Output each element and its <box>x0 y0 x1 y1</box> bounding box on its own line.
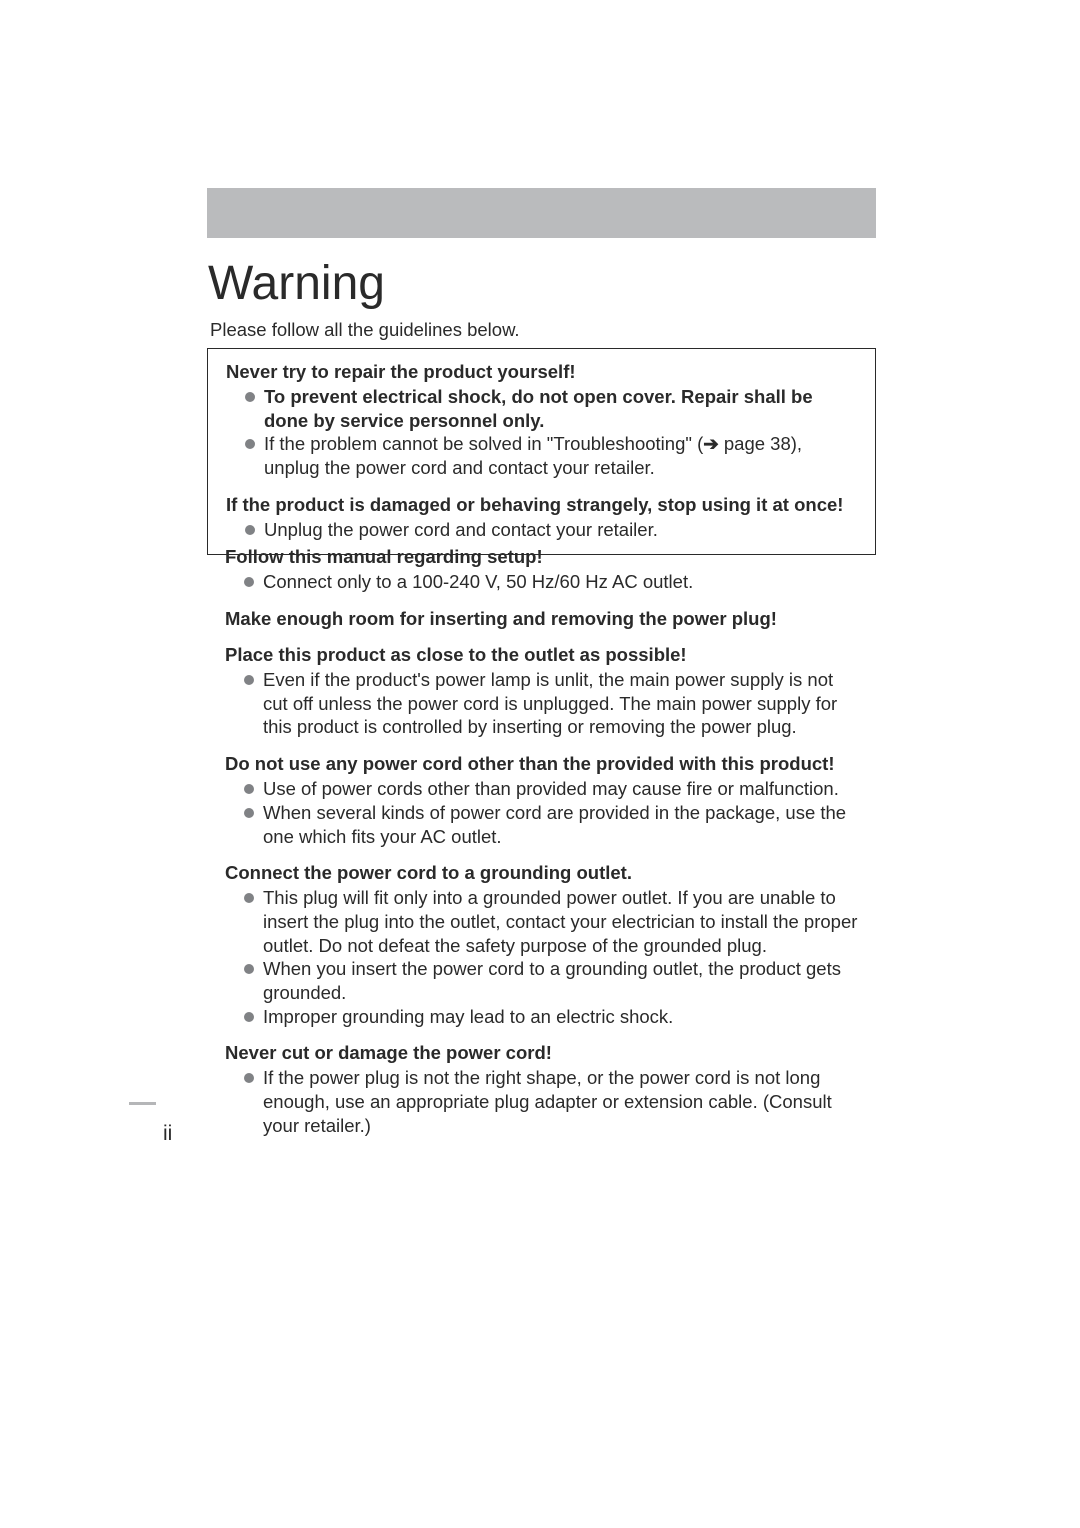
page-subtitle: Please follow all the guidelines below. <box>210 319 520 341</box>
section-heading: Never try to repair the product yourself… <box>226 360 857 383</box>
bullet-item: Improper grounding may lead to an electr… <box>225 1005 858 1029</box>
bullet-item: When you insert the power cord to a grou… <box>225 957 858 1004</box>
flow-section-1: Make enough room for inserting and remov… <box>225 607 858 630</box>
bullet-text-prefix: If the problem cannot be solved in "Trou… <box>264 433 703 454</box>
bullet-item: If the power plug is not the right shape… <box>225 1066 858 1137</box>
page-number: ii <box>163 1122 172 1146</box>
section-heading: Make enough room for inserting and remov… <box>225 607 858 630</box>
bullet-item: Use of power cords other than provided m… <box>225 777 858 801</box>
page-number-bar <box>129 1102 156 1105</box>
flow-section-3: Do not use any power cord other than the… <box>225 752 858 848</box>
bullet-list: Connect only to a 100-240 V, 50 Hz/60 Hz… <box>225 570 858 594</box>
bullet-item: Connect only to a 100-240 V, 50 Hz/60 Hz… <box>225 570 858 594</box>
section-heading: Do not use any power cord other than the… <box>225 752 858 775</box>
page-ref-link[interactable]: page 38 <box>719 433 791 454</box>
bullet-item: When several kinds of power cord are pro… <box>225 801 858 848</box>
page-title: Warning <box>208 256 385 311</box>
bullet-item: If the problem cannot be solved in "Trou… <box>226 432 857 479</box>
flow-section-0: Follow this manual regarding setup! Conn… <box>225 545 858 594</box>
flow-content: Follow this manual regarding setup! Conn… <box>207 545 876 1138</box>
boxed-section-1: If the product is damaged or behaving st… <box>226 493 857 542</box>
flow-section-4: Connect the power cord to a grounding ou… <box>225 861 858 1028</box>
bullet-list: Unplug the power cord and contact your r… <box>226 518 857 542</box>
section-heading: If the product is damaged or behaving st… <box>226 493 857 516</box>
section-heading: Follow this manual regarding setup! <box>225 545 858 568</box>
warning-box: Never try to repair the product yourself… <box>207 348 876 555</box>
section-heading: Connect the power cord to a grounding ou… <box>225 861 858 884</box>
bullet-item: To prevent electrical shock, do not open… <box>226 385 857 432</box>
flow-section-2: Place this product as close to the outle… <box>225 643 858 739</box>
flow-section-5: Never cut or damage the power cord! If t… <box>225 1041 858 1137</box>
page: Warning Please follow all the guidelines… <box>0 0 1080 1528</box>
bullet-item: Unplug the power cord and contact your r… <box>226 518 857 542</box>
header-gray-bar <box>207 188 876 238</box>
section-heading: Place this product as close to the outle… <box>225 643 858 666</box>
bullet-list: Even if the product's power lamp is unli… <box>225 668 858 739</box>
boxed-section-0: Never try to repair the product yourself… <box>226 360 857 480</box>
arrow-icon: ➔ <box>703 433 719 454</box>
bullet-list: This plug will fit only into a grounded … <box>225 886 858 1028</box>
bullet-list: To prevent electrical shock, do not open… <box>226 385 857 480</box>
bullet-list: Use of power cords other than provided m… <box>225 777 858 848</box>
bullet-list: If the power plug is not the right shape… <box>225 1066 858 1137</box>
section-heading: Never cut or damage the power cord! <box>225 1041 858 1064</box>
bullet-item: This plug will fit only into a grounded … <box>225 886 858 957</box>
bullet-item: Even if the product's power lamp is unli… <box>225 668 858 739</box>
